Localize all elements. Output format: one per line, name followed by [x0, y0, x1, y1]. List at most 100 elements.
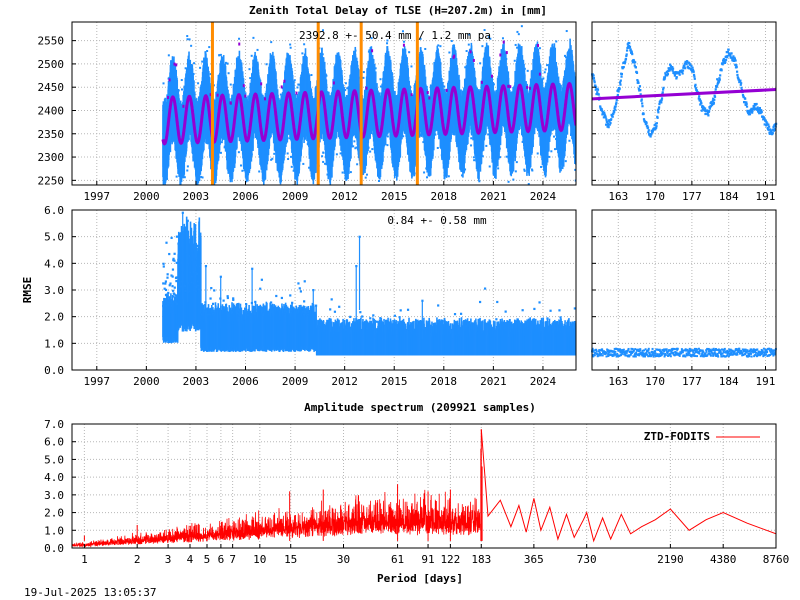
figure-title: Zenith Total Delay of TLSE (H=207.2m) in…: [249, 4, 547, 17]
recent-ztd-point: [710, 101, 713, 104]
y-tick-label: 2400: [38, 104, 65, 117]
recent-ztd-point: [755, 102, 758, 106]
ztd-outlier: [324, 73, 327, 76]
ztd-flag: [509, 85, 512, 89]
ztd-outlier: [322, 151, 325, 154]
ztd-outlier: [530, 168, 533, 171]
y-tick-label: 2350: [38, 128, 65, 141]
recent-ztd-point: [744, 97, 747, 100]
ztd-outlier: [367, 146, 370, 149]
ztd-outlier: [507, 180, 510, 183]
ztd-outlier: [303, 43, 306, 46]
ztd-recent-frame: [591, 21, 777, 186]
recent-ztd-point: [609, 122, 612, 125]
ztd-outlier: [310, 74, 313, 77]
recent-ztd-point: [600, 107, 603, 111]
recent-ztd-point: [739, 83, 742, 86]
ztd-outlier: [573, 155, 576, 158]
ztd-outlier: [574, 168, 576, 171]
recent-ztd-point: [600, 109, 604, 112]
ztd-outlier: [550, 150, 553, 153]
ztd-outlier: [574, 179, 576, 182]
ztd-outlier: [512, 178, 515, 181]
ztd-outlier: [410, 65, 413, 68]
recent-ztd-point: [704, 112, 707, 116]
recent-ztd-point: [734, 63, 737, 66]
ztd-outlier: [308, 166, 311, 169]
recent-ztd-point: [747, 111, 750, 114]
ztd-outlier: [434, 133, 437, 136]
recent-ztd-point: [666, 73, 670, 76]
y-tick-label: 2550: [38, 35, 65, 48]
ztd-outlier: [505, 155, 508, 158]
recent-ztd-point: [637, 80, 640, 83]
ztd-outlier: [377, 92, 380, 95]
ztd-outlier: [403, 40, 406, 43]
ztd-outlier: [356, 163, 359, 166]
recent-ztd-point: [603, 111, 606, 114]
ztd-annotation: 2392.8 +- 50.4 mm / 1.2 mm pa: [299, 29, 491, 42]
recent-ztd-point: [745, 105, 749, 108]
recent-ztd-point: [627, 45, 630, 48]
recent-ztd-point: [595, 86, 598, 89]
ztd-outlier: [301, 52, 304, 55]
recent-ztd-point: [608, 120, 611, 123]
recent-ztd-point: [682, 66, 685, 69]
ztd-outlier: [520, 25, 523, 28]
ztd-outlier: [470, 144, 473, 147]
recent-ztd-point: [708, 107, 711, 110]
ztd-outlier: [397, 82, 400, 85]
ztd-outlier: [408, 51, 411, 54]
recent-ztd-point: [624, 57, 628, 60]
recent-ztd-point: [620, 75, 623, 78]
recent-ztd-point: [667, 69, 670, 73]
recent-ztd-point: [674, 71, 677, 74]
recent-ztd-point: [725, 51, 728, 54]
ztd-outlier: [224, 61, 227, 64]
ztd-flag: [490, 74, 493, 78]
recent-ztd-point: [671, 69, 674, 72]
recent-ztd-point: [765, 121, 768, 124]
recent-ztd-point: [637, 87, 640, 90]
ztd-outlier: [341, 171, 344, 174]
ztd-outlier: [452, 126, 455, 129]
ztd-outlier: [554, 148, 557, 151]
ztd-outlier: [568, 139, 571, 142]
recent-ztd-point: [607, 124, 610, 127]
ztd-outlier: [501, 37, 504, 40]
recent-ztd-point: [756, 108, 759, 111]
recent-ztd-point: [719, 74, 722, 77]
recent-ztd-point: [724, 60, 727, 64]
recent-ztd-point: [618, 87, 621, 90]
ztd-outlier: [289, 43, 292, 46]
recent-ztd-point: [607, 119, 611, 122]
ztd-outlier: [324, 162, 327, 165]
ztd-outlier: [452, 131, 455, 134]
recent-ztd-point: [631, 61, 635, 64]
recent-ztd-point: [675, 77, 678, 80]
recent-ztd-point: [651, 129, 654, 133]
ztd-outlier: [322, 160, 325, 163]
recent-ztd-point: [604, 116, 607, 119]
ztd-recent-panel: 163 170 177 184 191: [591, 21, 778, 203]
recent-ztd-point: [650, 129, 653, 132]
ztd-outlier: [481, 45, 484, 48]
recent-ztd-point: [640, 98, 643, 101]
recent-ztd-point: [657, 107, 660, 111]
recent-ztd-point: [655, 125, 658, 128]
recent-ztd-point: [611, 115, 614, 118]
ztd-outlier: [183, 176, 186, 179]
recent-ztd-point: [642, 112, 645, 116]
recent-ztd-point: [760, 111, 763, 114]
recent-ztd-point: [751, 109, 754, 112]
recent-ztd-point: [729, 53, 732, 57]
ztd-outlier: [546, 64, 549, 67]
ztd-outlier: [344, 88, 347, 91]
recent-ztd-point: [721, 63, 724, 66]
recent-ztd-point: [631, 52, 634, 56]
recent-ztd-point: [730, 52, 733, 55]
ztd-outlier: [186, 165, 189, 168]
recent-ztd-point: [731, 57, 735, 60]
ztd-outlier: [228, 188, 230, 190]
ztd-outlier: [437, 44, 440, 47]
